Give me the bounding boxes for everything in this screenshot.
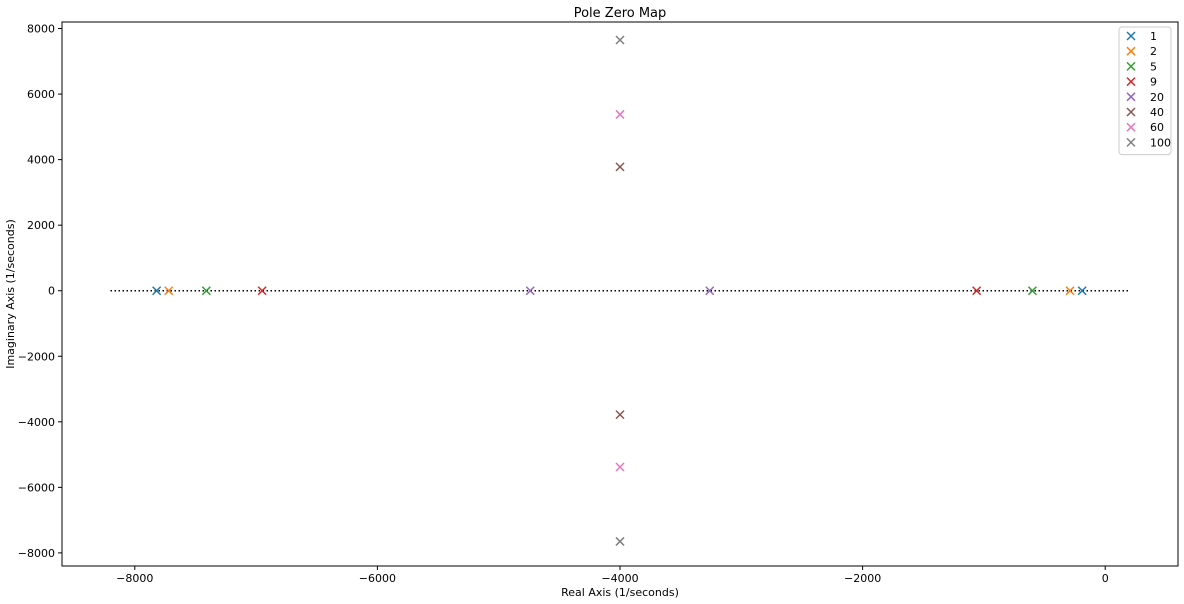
pole-marker [615, 35, 625, 45]
pole-marker [164, 286, 174, 296]
y-axis-label: Imaginary Axis (1/seconds) [4, 219, 17, 369]
y-tick-label: 2000 [27, 219, 55, 232]
legend-entry-label: 1 [1150, 30, 1157, 43]
legend-marker [1126, 31, 1136, 41]
pole-marker [1027, 286, 1037, 296]
pole-marker [257, 286, 267, 296]
pole-marker [615, 462, 625, 472]
legend-entry-label: 60 [1150, 121, 1164, 134]
x-tick-label: −2000 [844, 572, 881, 585]
legend-entry-label: 5 [1150, 60, 1157, 73]
pole-marker [615, 536, 625, 546]
legend-marker [1126, 61, 1136, 71]
y-tick-label: 4000 [27, 154, 55, 167]
legend-marker [1126, 46, 1136, 56]
series-2 [164, 286, 1075, 296]
series-100 [615, 35, 625, 546]
y-tick-label: −6000 [18, 481, 55, 494]
legend-marker [1126, 137, 1136, 147]
pole-marker [1065, 286, 1075, 296]
pole-marker [615, 410, 625, 420]
y-tick-label: −4000 [18, 416, 55, 429]
legend: 1 2 5 9 20 40 60 100 [1118, 26, 1172, 156]
x-tick-label: 0 [1102, 572, 1109, 585]
x-tick-label: −4000 [601, 572, 638, 585]
y-tick-label: 8000 [27, 23, 55, 36]
pole-marker [705, 286, 715, 296]
x-axis-label: Real Axis (1/seconds) [561, 586, 679, 599]
y-tick-label: 6000 [27, 88, 55, 101]
legend-marker [1126, 77, 1136, 87]
series-9 [257, 286, 982, 296]
legend-marker [1126, 92, 1136, 102]
y-axis: −8000 −6000 −4000 −2000 0 2000 4000 6000 8000 [18, 23, 62, 560]
series-60 [615, 109, 625, 472]
series-20 [525, 286, 715, 296]
legend-entry-label: 100 [1150, 136, 1171, 149]
series-40 [615, 162, 625, 420]
x-tick-label: −6000 [359, 572, 396, 585]
pole-marker [615, 162, 625, 172]
legend-marker [1126, 122, 1136, 132]
pole-marker [201, 286, 211, 296]
x-axis: −8000 −6000 −4000 −2000 0 [116, 566, 1109, 585]
legend-entry-label: 9 [1150, 76, 1157, 89]
y-tick-label: −2000 [18, 350, 55, 363]
legend-marker [1126, 107, 1136, 117]
legend-entry-label: 2 [1150, 45, 1157, 58]
legend-entry-label: 40 [1150, 106, 1164, 119]
legend-entry-label: 20 [1150, 91, 1164, 104]
y-tick-label: −8000 [18, 547, 55, 560]
y-tick-label: 0 [48, 285, 55, 298]
pole-markers [152, 35, 1087, 546]
pole-marker [615, 109, 625, 119]
pole-marker [152, 286, 162, 296]
chart-title: Pole Zero Map [574, 6, 667, 21]
series-1 [152, 286, 1087, 296]
x-tick-label: −8000 [116, 572, 153, 585]
pole-marker [525, 286, 535, 296]
legend-box [1118, 26, 1172, 156]
pole-marker [972, 286, 982, 296]
series-5 [201, 286, 1037, 296]
pole-marker [1077, 286, 1087, 296]
